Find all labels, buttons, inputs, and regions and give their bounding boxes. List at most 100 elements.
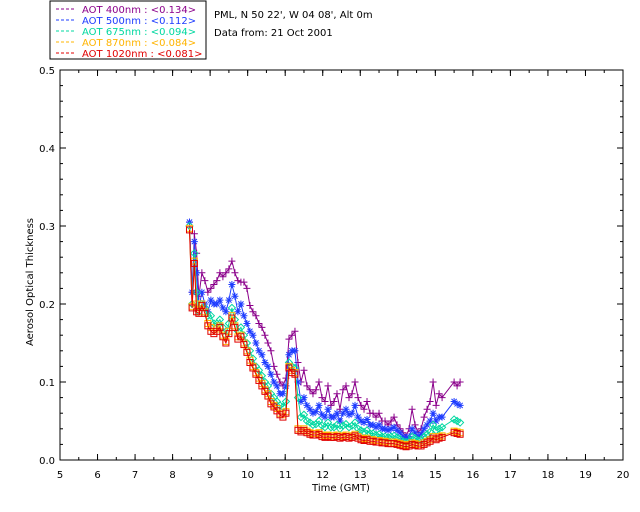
data-point xyxy=(270,378,278,386)
data-point xyxy=(432,417,440,425)
data-point xyxy=(396,429,404,437)
x-tick-label: 13 xyxy=(354,470,367,481)
series-layer xyxy=(185,218,465,451)
data-point xyxy=(207,284,215,292)
data-point xyxy=(190,230,198,238)
data-point xyxy=(204,288,212,296)
data-point xyxy=(387,417,395,425)
data-point xyxy=(350,418,360,427)
data-point xyxy=(188,304,196,312)
data-point xyxy=(231,323,239,331)
data-point xyxy=(345,411,353,419)
data-point xyxy=(299,410,309,419)
data-point xyxy=(321,413,329,421)
data-point xyxy=(390,423,398,431)
data-point xyxy=(228,314,236,322)
data-point xyxy=(348,390,356,398)
data-point xyxy=(246,327,254,335)
x-tick-label: 18 xyxy=(542,470,555,481)
x-tick-label: 17 xyxy=(504,470,517,481)
x-tick-label: 8 xyxy=(169,470,175,481)
data-point xyxy=(282,409,290,417)
data-point xyxy=(351,378,359,386)
legend-label: AOT 675nm : <0.094> xyxy=(82,27,196,38)
data-point xyxy=(348,409,356,417)
data-point xyxy=(216,323,224,331)
data-point xyxy=(193,308,201,316)
data-point xyxy=(429,409,437,417)
data-point xyxy=(437,423,447,432)
data-point xyxy=(243,284,251,292)
data-point xyxy=(267,370,275,378)
data-point xyxy=(327,401,335,409)
axes: 5 6 7 8 9 10 11 12 13 14 15 16 17 18 19 20 0.0 0.1 0.2 0.3 0… xyxy=(39,66,629,481)
data-point xyxy=(369,421,377,429)
data-point xyxy=(330,398,338,405)
data-point xyxy=(423,405,431,413)
data-point xyxy=(201,277,209,285)
data-point xyxy=(210,281,218,288)
data-point xyxy=(216,296,224,304)
data-point xyxy=(428,420,438,430)
data-point xyxy=(228,257,236,265)
data-point xyxy=(306,405,314,413)
data-point xyxy=(255,347,263,355)
data-point xyxy=(336,405,344,413)
data-point xyxy=(225,330,233,338)
data-point xyxy=(408,405,416,413)
data-point xyxy=(258,351,266,359)
data-point xyxy=(228,281,236,288)
data-point xyxy=(426,398,434,405)
data-point xyxy=(246,302,254,310)
data-point xyxy=(213,300,221,308)
y-tick-label: 0.3 xyxy=(39,222,55,233)
data-point xyxy=(261,331,269,339)
data-point xyxy=(303,382,311,390)
data-point xyxy=(369,409,377,417)
data-point xyxy=(456,378,464,386)
data-point xyxy=(434,424,444,434)
x-tick-label: 7 xyxy=(132,470,138,481)
y-tick-label: 0.2 xyxy=(39,300,55,311)
legend-label: AOT 500nm : <0.112> xyxy=(82,16,196,27)
data-point xyxy=(258,323,266,331)
x-tick-label: 9 xyxy=(207,470,213,481)
data-point xyxy=(308,420,318,430)
data-point xyxy=(411,421,419,429)
data-point xyxy=(231,269,239,277)
data-point xyxy=(338,421,348,430)
data-point xyxy=(249,331,257,339)
data-point xyxy=(288,331,296,339)
x-tick-label: 14 xyxy=(391,470,404,481)
data-point xyxy=(285,351,293,359)
data-point xyxy=(255,320,263,327)
data-point xyxy=(273,382,281,390)
data-point xyxy=(312,386,320,394)
data-point xyxy=(372,423,380,431)
data-point xyxy=(227,303,237,313)
data-point xyxy=(363,398,371,405)
data-point xyxy=(329,423,339,432)
y-tick-label: 0.1 xyxy=(39,378,55,389)
data-point xyxy=(225,296,233,304)
data-point xyxy=(279,390,287,398)
data-point xyxy=(435,390,443,398)
data-point xyxy=(339,386,347,394)
x-tick-label: 19 xyxy=(579,470,592,481)
data-point xyxy=(300,394,308,402)
data-point xyxy=(408,425,416,433)
data-point xyxy=(198,288,206,296)
x-tick-label: 20 xyxy=(617,470,630,481)
x-tick-label: 12 xyxy=(316,470,329,481)
data-point xyxy=(198,302,206,310)
data-point xyxy=(321,398,329,405)
data-point xyxy=(249,308,257,316)
data-point xyxy=(417,430,425,438)
data-point xyxy=(420,413,428,421)
data-point xyxy=(261,359,269,366)
data-point xyxy=(360,405,368,413)
data-point xyxy=(426,417,434,425)
x-tick-label: 5 xyxy=(57,470,63,481)
data-point xyxy=(219,304,227,312)
